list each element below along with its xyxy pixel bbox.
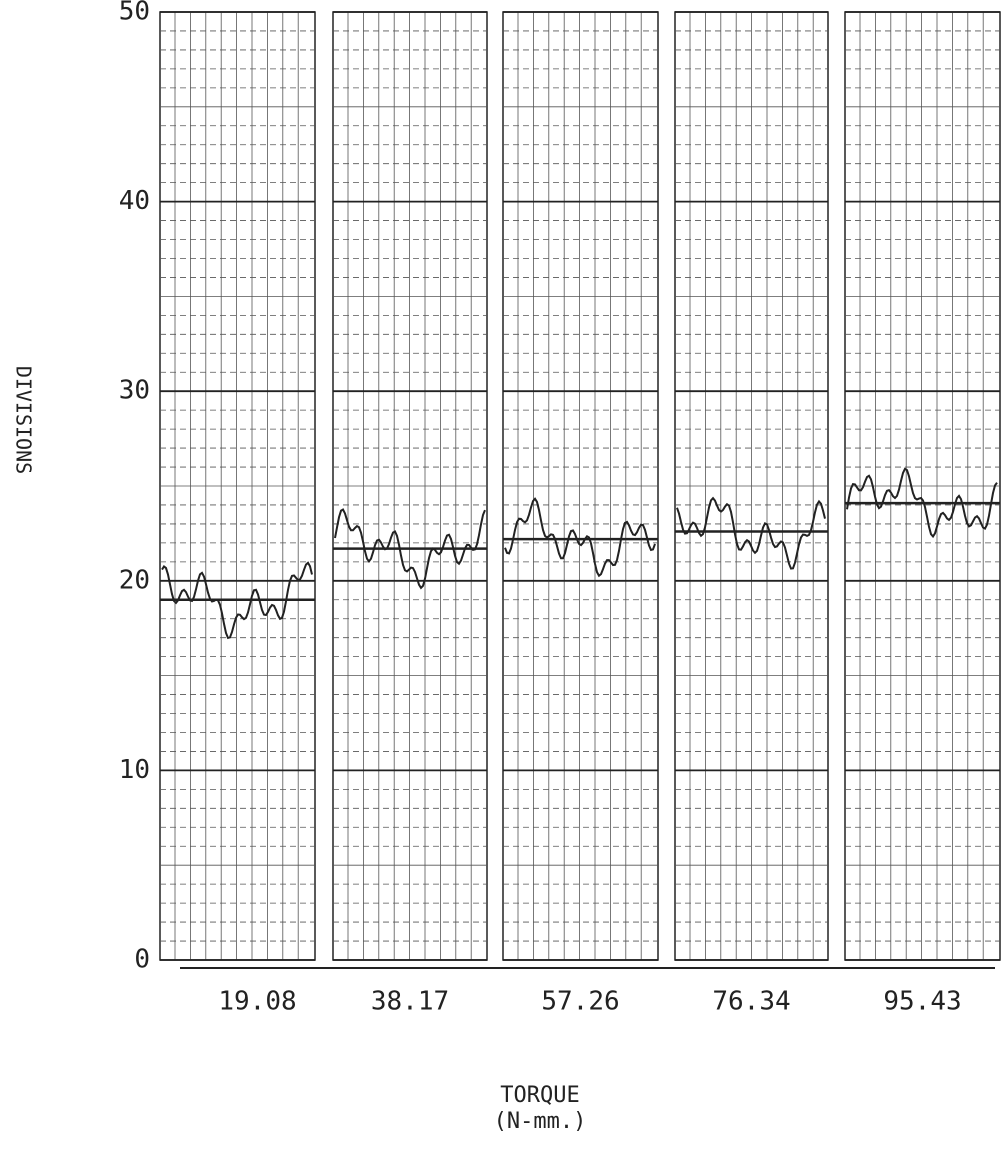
x-tick-label: 19.08 (218, 987, 296, 1017)
y-tick-label: 10 (119, 755, 150, 785)
signal-trace (161, 561, 313, 640)
x-tick-label: 38.17 (371, 987, 449, 1017)
signal-trace (504, 497, 656, 578)
x-tick-label: 57.26 (541, 987, 619, 1017)
y-tick-label: 0 (134, 945, 150, 975)
y-tick-label: 40 (119, 186, 150, 216)
y-tick-label: 30 (119, 376, 150, 406)
y-axis-title: DIVISIONS (12, 366, 36, 474)
y-tick-label: 50 (119, 0, 150, 27)
signal-trace (676, 496, 826, 570)
x-axis-unit: (N-mm.) (494, 1109, 587, 1134)
signal-trace (334, 508, 486, 590)
x-tick-label: 76.34 (712, 987, 790, 1017)
signal-trace (846, 467, 998, 539)
x-tick-label: 95.43 (883, 987, 961, 1017)
x-axis-title: TORQUE (500, 1083, 579, 1108)
y-tick-label: 20 (119, 565, 150, 595)
